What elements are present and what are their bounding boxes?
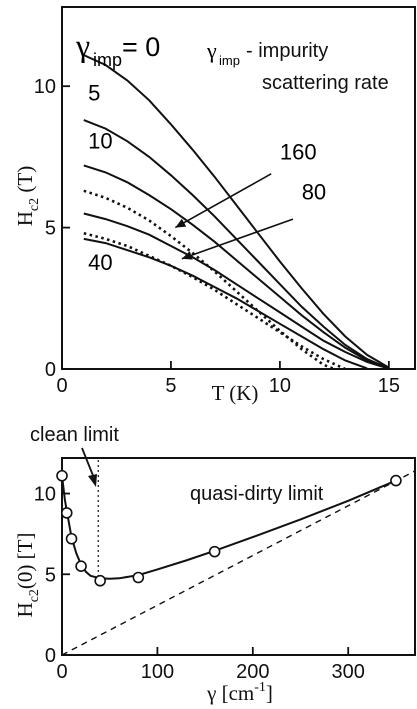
top-arrows: [174, 173, 294, 260]
top-labels: 5 10 40 160 80: [88, 80, 326, 275]
gamma-equals-zero: = 0: [122, 32, 160, 62]
bottom-ticks: 0 100 200 300 0 5 10: [34, 484, 365, 683]
curve-label-80: 80: [302, 179, 326, 204]
bottom-y-tick-label: 0: [45, 645, 56, 667]
clean-limit-arrow-line: [81, 447, 95, 479]
data-point: [94, 574, 106, 587]
dirty-limit-dashed-line: [61, 470, 416, 656]
data-point: [75, 560, 87, 572]
legend-gamma-symbol: γ: [206, 38, 217, 63]
arrow-0-head: [175, 218, 187, 228]
top-y-tick-label: 10: [34, 76, 56, 98]
curve-label-40: 40: [88, 250, 112, 275]
data-point: [65, 532, 78, 545]
legend-gamma-subscript: imp: [219, 53, 240, 68]
legend-line-1: - impurity: [246, 40, 328, 62]
curve-label-160: 160: [280, 140, 317, 165]
top-x-tick-label: 15: [378, 375, 400, 397]
series-5-line: [83, 119, 390, 370]
bottom-y-tick-label: 10: [34, 484, 56, 506]
arrow-0-line: [174, 173, 272, 229]
bottom-panel: 0 100 200 300 0 5 10 clean limit quasi-dirty l…: [13, 424, 416, 705]
top-y-axis-label: Hc2 (T): [13, 166, 42, 226]
data-point: [208, 545, 221, 558]
clean-limit-arrow-head: [88, 474, 97, 487]
series-80-line: [83, 232, 346, 371]
clean-limit-label: clean limit: [30, 424, 119, 446]
bottom-x-tick-label: 200: [236, 661, 269, 683]
bottom-x-tick-label: 100: [141, 661, 174, 683]
top-y-tick-label: 5: [45, 218, 56, 240]
bottom-x-tick-label: 0: [56, 661, 67, 683]
bottom-x-tick-label: 300: [332, 661, 365, 683]
bottom-plot-frame: [61, 457, 416, 656]
curve-label-5: 5: [88, 80, 100, 105]
data-point: [56, 469, 68, 482]
bottom-y-axis-label: Hc2(0) [T]: [13, 533, 42, 618]
top-x-axis-label: T (K): [212, 381, 259, 405]
arrow-1-head: [181, 251, 193, 260]
top-plot-frame: [61, 6, 416, 370]
top-x-tick-label: 10: [269, 375, 291, 397]
data-point: [60, 507, 73, 519]
bottom-points: [56, 469, 402, 587]
series-0-line: [83, 54, 390, 369]
quasi-dirty-limit-label: quasi-dirty limit: [190, 483, 324, 505]
series-20-line: [83, 212, 390, 370]
bottom-y-tick-label: 5: [45, 564, 56, 586]
data-point: [390, 474, 402, 487]
legend-line-2: scattering rate: [262, 72, 389, 94]
gamma-subscript: imp: [93, 50, 122, 70]
data-point: [132, 571, 145, 584]
curve-label-10: 10: [88, 128, 112, 153]
series-40-line: [83, 237, 368, 370]
series-160-line: [83, 189, 335, 371]
top-ticks: 0 5 10 15 0 5 10: [34, 76, 400, 397]
arrow-1-line: [181, 218, 294, 260]
top-panel: 0 5 10 15 0 5 10 5 10 40 160 80 γ imp = 0 γ imp - …: [13, 6, 416, 405]
top-x-tick-label: 0: [56, 375, 67, 397]
top-curves: [83, 54, 390, 371]
gamma-symbol: γ: [75, 27, 90, 63]
top-y-tick-label: 0: [45, 359, 56, 381]
series-10-line: [83, 164, 390, 370]
bottom-x-axis-label: γ [cm-1]: [206, 680, 273, 705]
top-x-tick-label: 5: [165, 375, 176, 397]
